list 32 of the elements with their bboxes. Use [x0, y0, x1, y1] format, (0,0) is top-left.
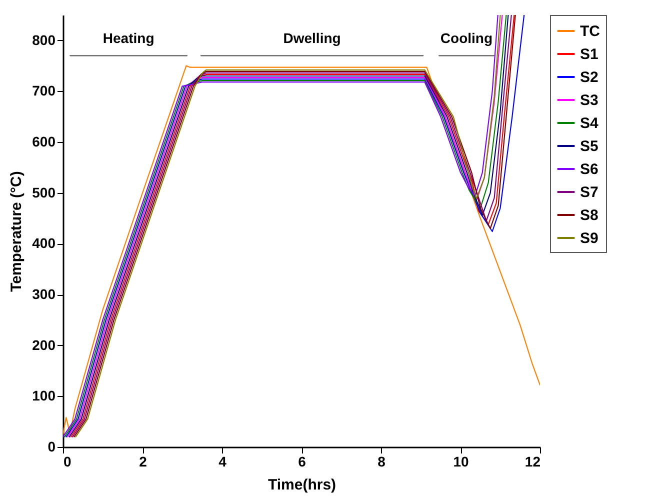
annotation: Dwelling — [283, 30, 341, 46]
y-tick-label: 100 — [32, 388, 56, 404]
y-tick-label: 600 — [32, 134, 56, 150]
legend-label: S7 — [580, 184, 598, 201]
x-tick-label: 10 — [453, 454, 469, 470]
annotation: Cooling — [440, 30, 493, 46]
legend-label: S6 — [580, 161, 598, 178]
legend-label: S1 — [580, 46, 598, 63]
legend-label: S2 — [580, 69, 598, 86]
y-tick-label: 500 — [32, 184, 56, 200]
legend-label: S8 — [580, 207, 598, 224]
legend-label: S9 — [580, 230, 598, 247]
y-tick-label: 800 — [32, 32, 56, 48]
x-tick-label: 6 — [298, 454, 306, 470]
x-tick-label: 4 — [218, 454, 227, 470]
legend-label: S4 — [580, 115, 600, 132]
y-axis-title: Temperature (°C) — [8, 171, 26, 292]
legend-label: TC — [580, 23, 600, 40]
y-tick-label: 400 — [32, 235, 56, 252]
y-tick-label: 700 — [32, 82, 56, 99]
x-axis-title: Time(hrs) — [268, 476, 336, 494]
legend-label: S5 — [580, 138, 598, 155]
x-tick-label: 0 — [64, 454, 72, 470]
x-tick-label: 2 — [139, 454, 148, 470]
legend-label: S3 — [580, 92, 598, 109]
line-series — [63, 65, 540, 435]
x-tick-label: 12 — [524, 454, 541, 470]
annotation: Heating — [102, 30, 154, 46]
y-tick-label: 0 — [48, 438, 56, 454]
x-tick-label: 8 — [378, 454, 386, 470]
y-tick-label: 300 — [32, 286, 56, 302]
y-tick-label: 200 — [32, 336, 56, 353]
